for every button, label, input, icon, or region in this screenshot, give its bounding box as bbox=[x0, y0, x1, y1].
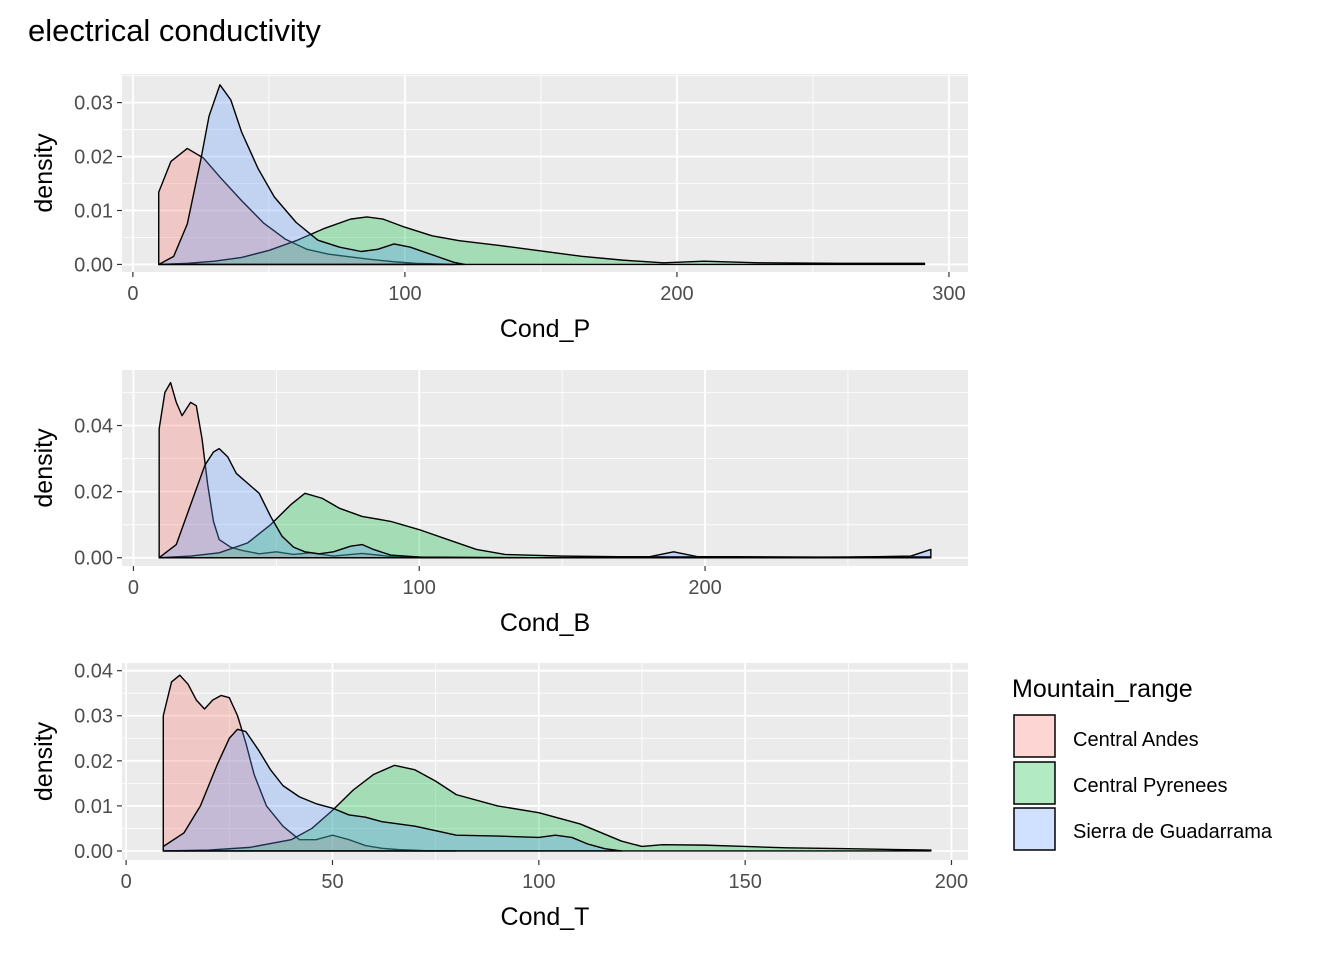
y-axis-title: density bbox=[30, 428, 58, 508]
legend-label-sierra-de-guadarrama: Sierra de Guadarrama bbox=[1073, 821, 1273, 843]
x-axis-title: Cond_B bbox=[500, 609, 590, 637]
y-tick-label: 0.04 bbox=[74, 661, 113, 683]
panels: 0.000.010.020.030 100 200 300Cond_Pdensity0… bbox=[30, 74, 968, 931]
x-tick-label: 300 bbox=[932, 283, 965, 305]
density-area-central-andes bbox=[162, 674, 457, 852]
legend-title: Mountain_range bbox=[1012, 675, 1193, 703]
density-area-sierra-de-guadarrama bbox=[158, 84, 466, 266]
x-tick-label: 150 bbox=[728, 871, 761, 893]
x-axis-title: Cond_T bbox=[501, 903, 590, 931]
x-tick-label: 100 bbox=[403, 577, 436, 599]
x-tick-label: 100 bbox=[388, 283, 421, 305]
panel-cond-t: 0.00 0.01 0.02 0.03 0.04 0 50 100 150 200 Cond_T de… bbox=[30, 661, 968, 931]
y-tick-label: 0.00 bbox=[74, 548, 113, 570]
x-tick-label: 0 bbox=[128, 577, 139, 599]
density-area-sierra-de-guadarrama bbox=[158, 447, 932, 559]
legend-key-central-andes bbox=[1013, 714, 1056, 758]
legend: Mountain_range Central Andes Central Pyr… bbox=[1012, 675, 1273, 851]
y-axis-title: density bbox=[30, 721, 58, 801]
x-tick-label: 50 bbox=[321, 871, 343, 893]
x-tick-label: 200 bbox=[660, 283, 693, 305]
legend-label-central-pyrenees: Central Pyrenees bbox=[1073, 775, 1228, 797]
y-tick-label: 0.02 bbox=[74, 147, 113, 169]
x-tick-label: 0 bbox=[127, 283, 138, 305]
legend-item-central-andes: Central Andes bbox=[1013, 714, 1199, 758]
legend-item-central-pyrenees: Central Pyrenees bbox=[1013, 761, 1228, 805]
y-tick-label: 0.01 bbox=[74, 796, 113, 818]
legend-key-sierra-de-guadarrama bbox=[1013, 807, 1056, 851]
density-area-central-andes bbox=[158, 381, 449, 559]
panel-cond-p: 0.00 0.01 0.02 0.03 0 100 200 300 Cond_P density bbox=[30, 74, 968, 343]
x-tick-label: 200 bbox=[688, 577, 721, 599]
x-tick-label: 200 bbox=[935, 871, 968, 893]
legend-label-central-andes: Central Andes bbox=[1073, 729, 1199, 751]
y-axis-title: density bbox=[30, 133, 58, 213]
y-tick-label: 0.03 bbox=[74, 93, 113, 115]
y-tick-label: 0.01 bbox=[74, 200, 113, 222]
y-tick-label: 0.03 bbox=[74, 706, 113, 728]
legend-key-central-pyrenees bbox=[1013, 761, 1056, 805]
density-area-central-andes bbox=[158, 147, 455, 266]
y-tick-label: 0.02 bbox=[74, 482, 113, 504]
x-axis-title: Cond_P bbox=[500, 315, 590, 343]
density-area-sierra-de-guadarrama bbox=[162, 728, 623, 852]
x-tick-label: 100 bbox=[522, 871, 555, 893]
panel-background bbox=[122, 370, 968, 566]
legend-item-sierra-de-guadarrama: Sierra de Guadarrama bbox=[1013, 807, 1273, 851]
panel-background bbox=[122, 74, 968, 272]
y-tick-label: 0.00 bbox=[74, 841, 113, 863]
chart-title: electrical conductivity bbox=[28, 13, 321, 48]
y-tick-label: 0.02 bbox=[74, 751, 113, 773]
y-tick-label: 0.00 bbox=[74, 254, 113, 276]
density-area-central-pyrenees bbox=[158, 216, 926, 266]
density-area-central-pyrenees bbox=[162, 764, 932, 852]
x-tick-label: 0 bbox=[121, 871, 132, 893]
panel-cond-b: 0.00 0.02 0.04 0 100 200 Cond_B density bbox=[30, 370, 968, 637]
y-tick-label: 0.04 bbox=[74, 416, 113, 438]
